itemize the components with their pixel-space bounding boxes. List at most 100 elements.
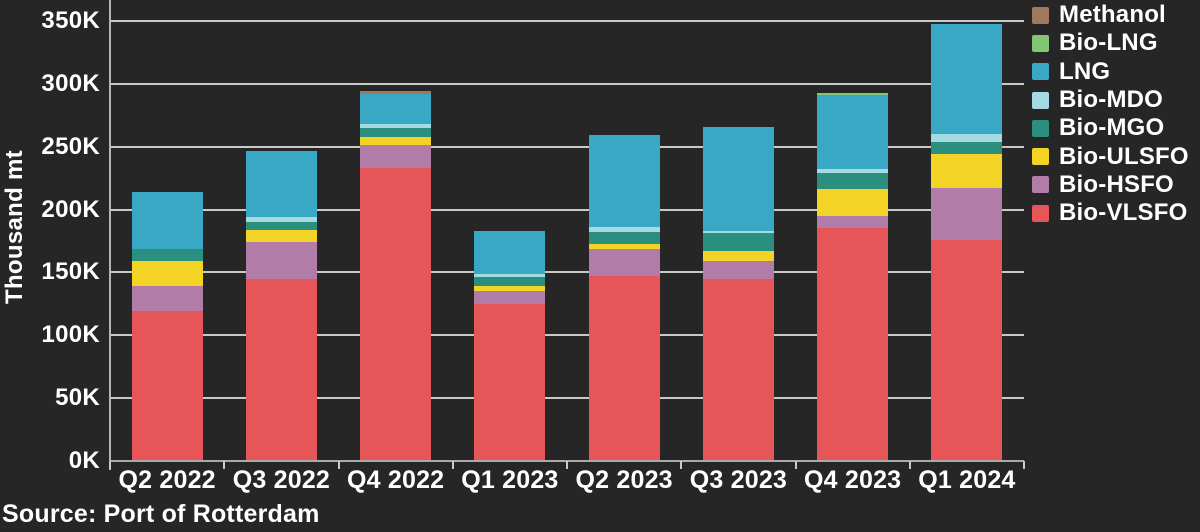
legend-item-methanol[interactable]: Methanol [1032,1,1189,29]
bar-segment-lng[interactable] [360,93,432,125]
bar-segment-lng[interactable] [131,192,203,249]
bar-segment-bio-mdo[interactable] [931,134,1003,142]
legend-label: Bio-ULSFO [1059,142,1189,170]
y-tick-label: 300K [41,69,100,97]
legend-item-bio-hsfo[interactable]: Bio-HSFO [1032,171,1189,198]
legend-color-swatch [1032,6,1049,24]
legend-item-bio-mdo[interactable]: Bio-MDO [1032,86,1189,114]
x-tick-label: Q4 2023 [803,466,902,494]
bar-segment-bio-mdo[interactable] [588,227,660,233]
bar-segment-bio-ulsfo[interactable] [360,136,432,146]
bar-q1-2023[interactable] [474,230,546,461]
bar-segment-bio-ulsfo[interactable] [817,189,889,216]
y-tick-label: 150K [41,258,100,286]
bar-q3-2023[interactable] [702,126,774,461]
bar-q1-2024[interactable] [931,23,1003,461]
legend-color-swatch [1032,63,1049,81]
bar-segment-bio-mgo[interactable] [245,222,317,230]
bar-segment-bio-mdo[interactable] [245,217,317,223]
bar-segment-bio-vlsfo[interactable] [702,278,774,461]
bar-q3-2022[interactable] [245,150,317,461]
bar-segment-lng[interactable] [588,135,660,228]
legend-item-bio-ulsfo[interactable]: Bio-ULSFO [1032,142,1189,170]
legend-item-bio-lng[interactable]: Bio-LNG [1032,29,1189,56]
x-tick-label: Q1 2023 [461,466,559,494]
legend-item-lng[interactable]: LNG [1032,57,1189,85]
bar-segment-bio-vlsfo[interactable] [931,239,1003,461]
bar-q4-2022[interactable] [360,91,432,461]
bar-segment-methanol[interactable] [360,91,432,94]
bar-segment-bio-mgo[interactable] [474,277,546,287]
bar-segment-bio-mgo[interactable] [817,173,889,190]
bar-segment-bio-hsfo[interactable] [931,188,1003,240]
bar-segment-bio-mgo[interactable] [588,232,660,244]
bar-segment-bio-ulsfo[interactable] [245,229,317,243]
bar-segment-lng[interactable] [702,126,774,231]
bar-segment-bio-mdo[interactable] [474,273,546,278]
bar-segment-bio-lng[interactable] [817,92,889,96]
bar-segment-lng[interactable] [474,230,546,274]
bar-segment-bio-ulsfo[interactable] [588,243,660,249]
bar-segment-bio-vlsfo[interactable] [131,311,203,461]
bar-segment-lng[interactable] [817,95,889,170]
legend-label: Bio-MDO [1059,86,1164,114]
x-tick-mark [680,461,683,469]
bar-q4-2023[interactable] [817,92,889,461]
gridline [110,397,1024,400]
legend-label: Methanol [1059,1,1166,29]
x-tick-label: Q3 2023 [689,466,788,494]
source-note: Source: Port of Rotterdam [2,500,320,528]
legend: Methanol Bio-LNG LNG Bio-MDO Bio-MGO Bio-ULSF… [1032,1,1189,226]
bar-segment-bio-mgo[interactable] [931,141,1003,155]
bar-segment-bio-mdo[interactable] [360,124,432,128]
bar-segment-bio-ulsfo[interactable] [474,286,546,292]
bar-segment-bio-mgo[interactable] [360,127,432,137]
bar-segment-bio-mdo[interactable] [702,230,774,234]
y-axis-spine [109,0,111,470]
legend-label: LNG [1059,57,1111,85]
legend-color-swatch [1032,91,1049,109]
bar-segment-lng[interactable] [245,150,317,218]
bar-segment-bio-vlsfo[interactable] [360,168,432,461]
bar-segment-bio-hsfo[interactable] [360,145,432,169]
y-tick-label: 100K [41,321,100,349]
bar-segment-bio-ulsfo[interactable] [131,261,203,287]
bar-segment-bio-vlsfo[interactable] [588,276,660,461]
bar-segment-bio-hsfo[interactable] [817,215,889,229]
x-tick-mark [337,461,340,469]
y-tick-label: 250K [41,132,100,160]
y-tick-label: 200K [41,195,100,223]
bar-segment-bio-hsfo[interactable] [702,261,774,279]
x-tick-label: Q4 2022 [346,466,445,494]
bar-segment-bio-hsfo[interactable] [588,248,660,277]
bar-segment-bio-hsfo[interactable] [474,291,546,304]
bar-q2-2023[interactable] [588,135,660,461]
bar-segment-bio-ulsfo[interactable] [931,154,1003,189]
x-tick-label: Q3 2022 [232,466,331,494]
bar-segment-bio-vlsfo[interactable] [817,228,889,461]
legend-item-bio-vlsfo[interactable]: Bio-VLSFO [1032,199,1189,226]
x-tick-label: Q2 2023 [575,466,673,494]
x-tick-mark [794,461,797,469]
gridline [110,82,1024,85]
bar-segment-bio-mdo[interactable] [817,169,889,174]
gridline [110,145,1024,148]
bar-segment-bio-hsfo[interactable] [131,286,203,312]
bar-q2-2022[interactable] [131,192,203,461]
bar-segment-bio-vlsfo[interactable] [245,278,317,461]
legend-color-swatch [1032,204,1049,222]
bar-segment-bio-hsfo[interactable] [245,242,317,279]
bar-segment-lng[interactable] [931,23,1003,135]
bar-segment-bio-vlsfo[interactable] [474,303,546,461]
legend-color-swatch [1032,34,1049,52]
y-tick-label: 0K [68,447,100,474]
x-tick-mark [908,461,911,469]
bar-segment-bio-mgo[interactable] [131,248,203,262]
bar-segment-bio-mgo[interactable] [702,233,774,252]
legend-label: Bio-MGO [1059,114,1165,142]
legend-item-bio-mgo[interactable]: Bio-MGO [1032,114,1189,142]
x-tick-mark [451,461,454,469]
bar-segment-bio-ulsfo[interactable] [702,251,774,262]
x-tick-mark [1023,461,1025,469]
